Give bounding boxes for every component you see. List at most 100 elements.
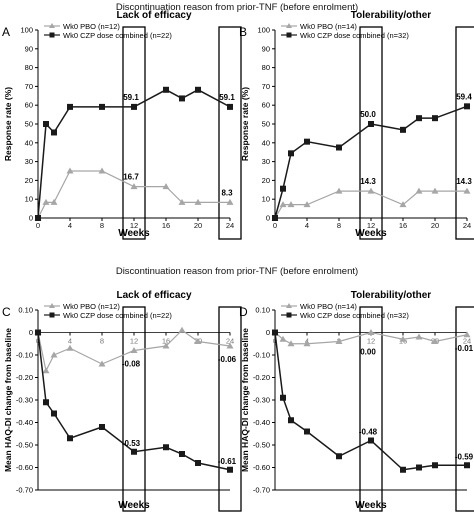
series-line-czp: [274, 332, 467, 471]
y-tick-label: 50: [262, 120, 270, 129]
legend-marker-pbo: [49, 23, 55, 28]
data-point-pbo: [415, 187, 423, 194]
x-tick-label: 12: [130, 221, 138, 230]
data-point-czp: [464, 103, 470, 110]
y-tick-label: -0.40: [253, 418, 270, 427]
y-axis-label: Mean HAQ-DI change from baseline: [240, 328, 250, 472]
series-line-czp: [37, 332, 231, 471]
series-line-czp: [37, 88, 231, 219]
y-tick-label: -0.50: [253, 441, 270, 450]
x-tick-label: 0: [273, 221, 277, 230]
data-point-pbo: [50, 198, 58, 205]
data-point-pbo: [399, 201, 407, 208]
data-label: -0.08: [122, 360, 141, 369]
x-tick-label: 12: [130, 337, 138, 346]
x-tick-label: 0: [36, 337, 40, 346]
data-point-pbo: [42, 198, 50, 205]
highlight-box-week-24: [218, 306, 242, 512]
data-point-czp: [304, 428, 310, 435]
data-label: 59.1: [123, 93, 139, 102]
highlight-box-week-24: [218, 26, 242, 240]
panel-letter: C: [2, 305, 11, 319]
y-tick-label: 0: [29, 328, 33, 337]
bottom-figure-heading: Discontinuation reason from prior-TNF (b…: [115, 266, 359, 277]
x-tick-label: 24: [226, 221, 234, 230]
y-tick-label: 60: [262, 101, 270, 110]
y-tick-label: 100: [20, 26, 33, 35]
data-point-pbo: [415, 333, 423, 340]
data-point-pbo: [162, 183, 170, 190]
data-label: -0.06: [218, 355, 237, 364]
data-label: 59.4: [456, 92, 472, 101]
data-point-pbo: [367, 329, 375, 335]
data-point-czp: [35, 329, 41, 336]
data-point-pbo: [287, 340, 295, 347]
x-tick-label: 0: [36, 221, 40, 230]
legend-marker-czp: [286, 312, 292, 318]
highlight-box-week-24: [455, 306, 474, 512]
data-point-czp: [195, 460, 201, 466]
y-tick-label: 0.10: [255, 306, 270, 315]
data-point-pbo: [194, 338, 202, 344]
x-tick-label: 24: [463, 337, 471, 346]
top-figure-heading: Discontinuation reason from prior-TNF (b…: [115, 2, 359, 13]
data-point-pbo: [287, 201, 295, 208]
x-tick-label: 8: [100, 221, 104, 230]
x-tick-label: 8: [100, 337, 104, 346]
data-point-czp: [280, 185, 286, 192]
y-tick-label: 0: [266, 328, 270, 337]
data-point-pbo: [279, 201, 287, 208]
data-point-czp: [35, 215, 41, 221]
y-tick-label: 20: [25, 176, 33, 185]
data-point-pbo: [367, 187, 375, 194]
legend-marker-czp: [49, 32, 55, 38]
x-tick-label: 16: [399, 221, 407, 230]
data-point-czp: [400, 126, 406, 133]
y-axis-label: Response rate (%): [240, 87, 250, 161]
x-tick-label: 4: [305, 221, 309, 230]
data-point-pbo: [130, 183, 138, 190]
data-point-pbo: [226, 342, 234, 349]
x-tick-label: 16: [162, 221, 170, 230]
y-tick-label: 50: [25, 120, 33, 129]
highlight-box-week-12: [359, 306, 383, 512]
series-line-pbo: [274, 331, 468, 345]
legend-label: Wk0 CZP dose combined (n=32): [300, 31, 409, 40]
data-point-pbo: [98, 167, 106, 174]
y-axis-label: Response rate (%): [3, 87, 13, 161]
panel-letter: A: [2, 25, 10, 39]
x-tick-label: 24: [463, 221, 471, 230]
data-point-czp: [67, 103, 73, 110]
x-tick-label: 20: [194, 221, 202, 230]
data-point-czp: [131, 448, 137, 455]
y-tick-label: -0.20: [253, 373, 270, 382]
y-tick-label: -0.10: [16, 351, 33, 360]
panel-letter: D: [239, 305, 248, 319]
data-point-czp: [336, 144, 342, 151]
data-label: -0.01: [455, 344, 474, 353]
series-line-pbo: [274, 190, 467, 219]
panel-title: Tolerability/other: [351, 10, 431, 21]
data-point-pbo: [226, 198, 234, 205]
legend-marker-pbo: [286, 23, 292, 28]
data-point-pbo: [303, 201, 311, 208]
data-point-pbo: [178, 198, 186, 205]
panel-title: Lack of efficacy: [116, 10, 191, 21]
data-point-czp: [99, 103, 105, 110]
data-point-czp: [179, 95, 185, 102]
data-point-pbo: [399, 335, 407, 342]
legend-label: Wk0 CZP dose combined (n=22): [63, 31, 172, 40]
data-point-pbo: [463, 187, 471, 194]
y-tick-label: 20: [262, 176, 270, 185]
data-point-czp: [280, 394, 286, 401]
y-tick-label: 70: [25, 82, 33, 91]
y-tick-label: -0.20: [16, 373, 33, 382]
y-tick-label: 70: [262, 82, 270, 91]
data-point-czp: [43, 121, 49, 127]
y-tick-label: -0.50: [16, 441, 33, 450]
x-axis-label: Weeks: [355, 500, 387, 511]
data-point-pbo: [194, 198, 202, 205]
legend-label: Wk0 PBO (n=14): [300, 302, 357, 311]
